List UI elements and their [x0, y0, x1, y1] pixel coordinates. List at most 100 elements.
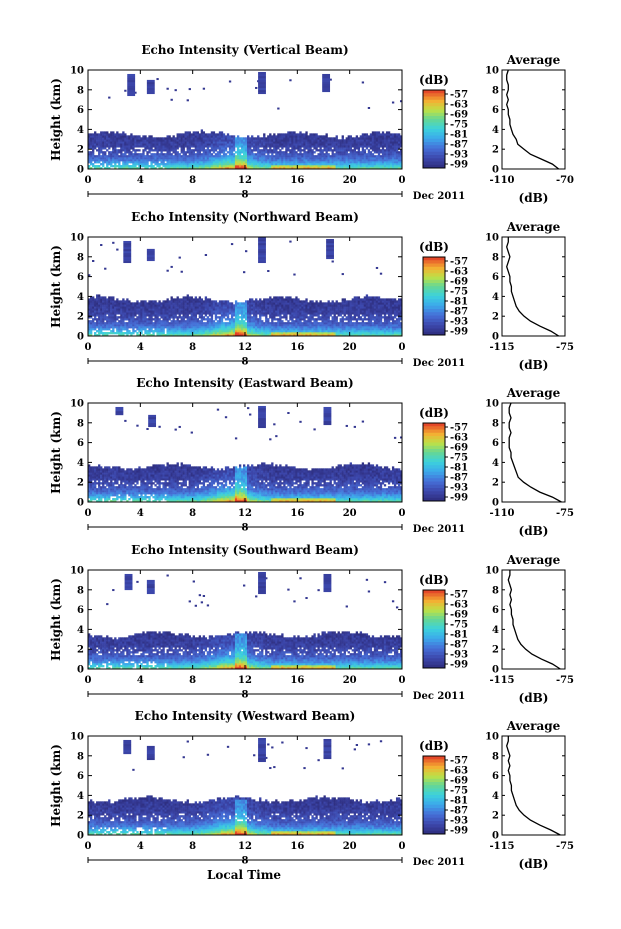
heatmap-cell [120, 326, 122, 328]
heatmap-cell [257, 135, 259, 137]
heatmap-cell [313, 322, 315, 324]
heatmap-cell [227, 330, 229, 332]
heatmap-cell [356, 143, 358, 145]
heatmap-cell [235, 163, 237, 165]
heatmap-cell [283, 322, 285, 324]
heatmap-cell [338, 147, 340, 149]
heatmap-cell [360, 139, 362, 141]
heatmap-cell [364, 135, 366, 137]
heatmap-cell [169, 324, 171, 326]
colorbar-segment [423, 119, 445, 123]
heatmap-cell [370, 133, 372, 135]
heatmap-cell [160, 320, 162, 322]
heatmap-cell [187, 145, 189, 147]
heatmap-cell [247, 320, 249, 322]
heatmap-cell [259, 310, 261, 312]
heatmap-cell [283, 143, 285, 145]
heatmap-cell [136, 139, 138, 141]
heatmap-cell [183, 165, 185, 167]
heatmap-cell [160, 147, 162, 149]
heatmap-cell [193, 328, 195, 330]
heatmap-cell [104, 322, 106, 324]
heatmap-cell [336, 322, 338, 324]
heatmap-cell [291, 306, 293, 308]
heatmap-cell [311, 149, 313, 151]
heatmap-cell [257, 312, 259, 314]
heatmap-cell [342, 306, 344, 308]
heatmap-cell [154, 322, 156, 324]
heatmap-cell [102, 165, 104, 167]
heatmap-cell [140, 161, 142, 163]
heatmap-cell [197, 141, 199, 143]
heatmap-cell [396, 153, 398, 155]
heatmap-cell [150, 141, 152, 143]
heatmap-cell [162, 326, 164, 328]
heatmap-cell [120, 139, 122, 141]
heatmap-cell [128, 308, 130, 310]
heatmap-cell [110, 332, 112, 334]
heatmap-cell [179, 304, 181, 306]
heatmap-cell [189, 153, 191, 155]
heatmap-cell [90, 163, 92, 165]
heatmap-cell [301, 165, 303, 167]
heatmap-cell [211, 330, 213, 332]
heatmap-cell [205, 149, 207, 151]
heatmap-cell [126, 147, 128, 149]
heatmap-cell [179, 141, 181, 143]
heatmap-cell [368, 135, 370, 137]
heatmap-cell [313, 157, 315, 159]
average-title: Average [506, 53, 561, 67]
heatmap-cell [362, 135, 364, 137]
heatmap-cell [342, 310, 344, 312]
heatmap-cell [124, 151, 126, 153]
heatmap-cell [98, 326, 100, 328]
heatmap-cell [128, 165, 130, 167]
heatmap-cell [219, 133, 221, 135]
heatmap-cell [219, 324, 221, 326]
heatmap-cell [311, 322, 313, 324]
heatmap-cell [144, 157, 146, 159]
heatmap-cell [183, 320, 185, 322]
heatmap-cell [130, 155, 132, 157]
heatmap-cell [344, 139, 346, 141]
heatmap-cell [370, 145, 372, 147]
heatmap-cell [150, 143, 152, 145]
heatmap-cell [108, 310, 110, 312]
heatmap-cell [265, 308, 267, 310]
heatmap-cell [183, 300, 185, 302]
heatmap-cell [171, 149, 173, 151]
heatmap-cell [263, 163, 265, 165]
heatmap-cell [173, 328, 175, 330]
heatmap-cell [255, 304, 257, 306]
heatmap-cell [243, 304, 245, 306]
heatmap-cell [167, 159, 169, 161]
heatmap-cell [281, 308, 283, 310]
heatmap-cell [189, 304, 191, 306]
heatmap-cell [229, 310, 231, 312]
heatmap-cell [189, 147, 191, 149]
heatmap-cell [189, 137, 191, 139]
heatmap-cell [114, 165, 116, 167]
heatmap-cell [346, 151, 348, 153]
heatmap-cell [229, 155, 231, 157]
heatmap-cell [104, 147, 106, 149]
heatmap-cell [217, 151, 219, 153]
heatmap-cell [263, 304, 265, 306]
heatmap-cell [342, 165, 344, 167]
heatmap-cell [112, 141, 114, 143]
heatmap-cell [118, 326, 120, 328]
heatmap-cell [152, 308, 154, 310]
heatmap-cell [209, 302, 211, 304]
average-y-tick-label: 6 [492, 105, 499, 116]
heatmap-cell [158, 322, 160, 324]
heatmap-cell [279, 159, 281, 161]
heatmap-cell [277, 308, 279, 310]
heatmap-cell [199, 308, 201, 310]
heatmap-cell [209, 332, 211, 334]
heatmap-cell [257, 153, 259, 155]
heatmap-cell [239, 141, 241, 143]
heatmap-cell [187, 310, 189, 312]
heatmap-cell [225, 143, 227, 145]
heatmap-cell [102, 320, 104, 322]
heatmap-cell [257, 163, 259, 165]
